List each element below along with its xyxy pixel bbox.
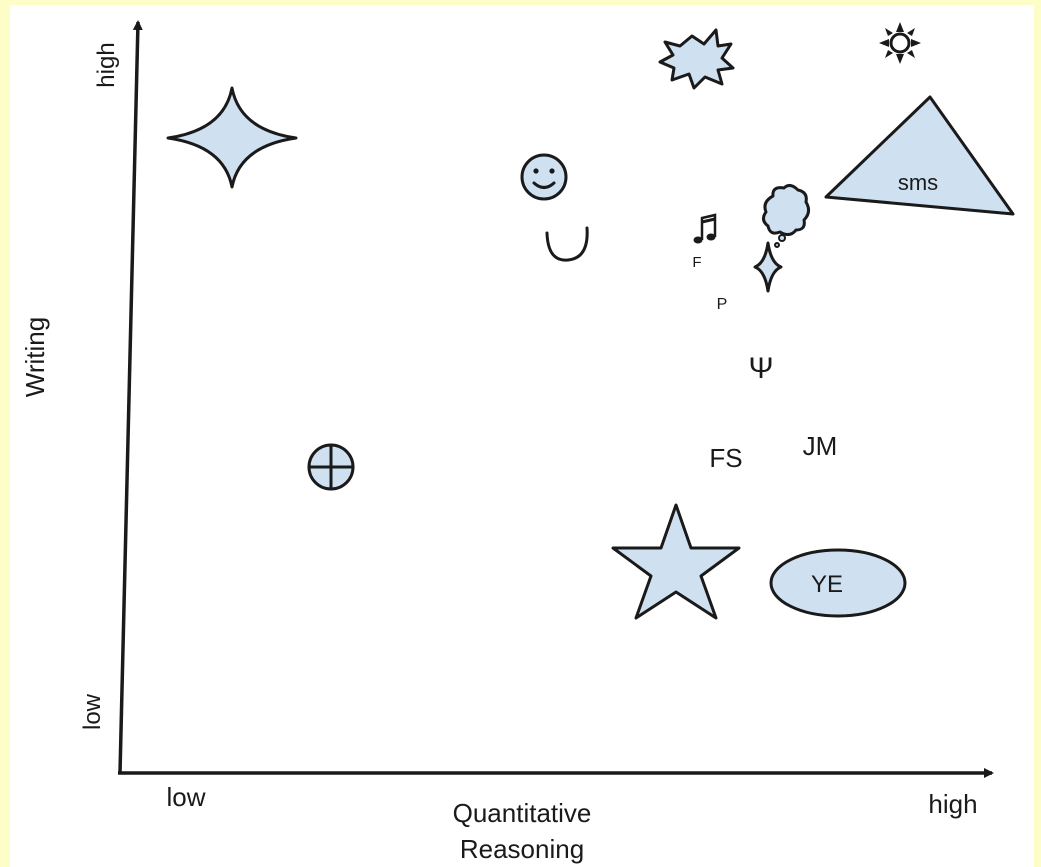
smiley-face-icon	[520, 153, 568, 201]
ellipse-label: YE	[811, 571, 843, 598]
y-axis-high-label: high	[93, 42, 120, 87]
y-axis	[118, 20, 143, 774]
label-jm: JM	[803, 431, 838, 461]
small-four-point-star-icon	[753, 241, 783, 293]
x-axis-high-label: high	[928, 789, 977, 819]
label-psi: Ψ	[748, 352, 773, 385]
sun-icon	[879, 22, 921, 64]
ellipse-icon	[769, 548, 907, 618]
x-axis-title-line1: Quantitative	[453, 798, 592, 828]
cup-curve-icon	[545, 226, 589, 262]
circled-plus-icon	[307, 443, 355, 491]
x-axis-title-line2: Reasoning	[460, 834, 584, 864]
triangle-label: sms	[898, 170, 938, 195]
label-f: F	[692, 254, 701, 271]
four-point-star-icon	[166, 86, 298, 189]
label-fs: FS	[709, 443, 742, 473]
explosion-icon	[658, 28, 735, 90]
diagram-panel	[10, 5, 1034, 867]
cloud-icon	[761, 183, 811, 248]
x-axis-low-label: low	[166, 782, 205, 812]
star-icon	[611, 503, 741, 620]
triangle-icon	[824, 95, 1015, 216]
music-note-icon	[693, 213, 717, 244]
y-axis-low-label: low	[79, 693, 106, 730]
label-p: P	[717, 296, 728, 313]
y-axis-title: Writing	[20, 317, 50, 397]
